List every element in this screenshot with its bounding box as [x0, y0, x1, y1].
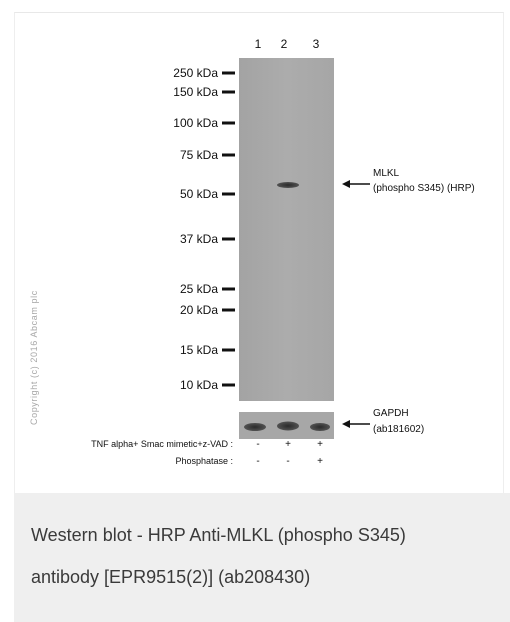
- marker-37: 37 kDa: [180, 232, 218, 246]
- mlkl-label-line2: (phospho S345) (HRP): [373, 183, 475, 194]
- caption-line-1: Western blot - HRP Anti-MLKL (phospho S3…: [31, 525, 406, 545]
- gapdh-label-line1: GAPDH: [373, 408, 409, 419]
- main-membrane: [239, 58, 334, 401]
- lane-number-1: 1: [255, 37, 262, 51]
- marker-20: 20 kDa: [180, 303, 218, 317]
- gapdh-arrow-head: [342, 420, 350, 428]
- gapdh-label-line2: (ab181602): [373, 424, 424, 435]
- condition-treatment-label: TNF alpha+ Smac mimetic+z-VAD :: [91, 439, 233, 449]
- caption-box: Western blot - HRP Anti-MLKL (phospho S3…: [14, 493, 510, 622]
- marker-15: 15 kDa: [180, 343, 218, 357]
- mlkl-band-lane-2: [277, 182, 299, 188]
- condition-phosphatase-lane-3: +: [317, 456, 323, 467]
- condition-phosphatase-label: Phosphatase :: [175, 456, 233, 466]
- mlkl-label-line1: MLKL: [373, 168, 400, 179]
- gapdh-band-lane-2: [277, 421, 299, 431]
- marker-150: 150 kDa: [173, 85, 218, 99]
- western-blot-figure: 1 2 3 250 kDa 150 kDa 100 kDa 75 kDa 50 …: [14, 12, 504, 493]
- marker-50: 50 kDa: [180, 187, 218, 201]
- condition-treatment-lane-1: -: [256, 439, 259, 450]
- condition-phosphatase-lane-1: -: [256, 456, 259, 467]
- marker-ladder: 250 kDa 150 kDa 100 kDa 75 kDa 50 kDa 37…: [173, 66, 235, 392]
- mlkl-arrow-head: [342, 180, 350, 188]
- caption-line-2: antibody [EPR9515(2)] (ab208430): [31, 567, 311, 587]
- blot-image: 1 2 3 250 kDa 150 kDa 100 kDa 75 kDa 50 …: [29, 37, 475, 467]
- marker-75: 75 kDa: [180, 148, 218, 162]
- gapdh-band-lane-1: [244, 423, 266, 431]
- marker-250: 250 kDa: [173, 66, 218, 80]
- gapdh-band-lane-3: [310, 423, 330, 431]
- marker-25: 25 kDa: [180, 282, 218, 296]
- copyright-watermark: Copyright (c) 2016 Abcam plc: [29, 290, 39, 425]
- condition-treatment-lane-3: +: [317, 439, 323, 450]
- lane-number-2: 2: [281, 37, 288, 51]
- marker-100: 100 kDa: [173, 116, 218, 130]
- condition-treatment-lane-2: +: [285, 439, 291, 450]
- marker-10: 10 kDa: [180, 378, 218, 392]
- condition-phosphatase-lane-2: -: [286, 456, 289, 467]
- lane-number-3: 3: [313, 37, 320, 51]
